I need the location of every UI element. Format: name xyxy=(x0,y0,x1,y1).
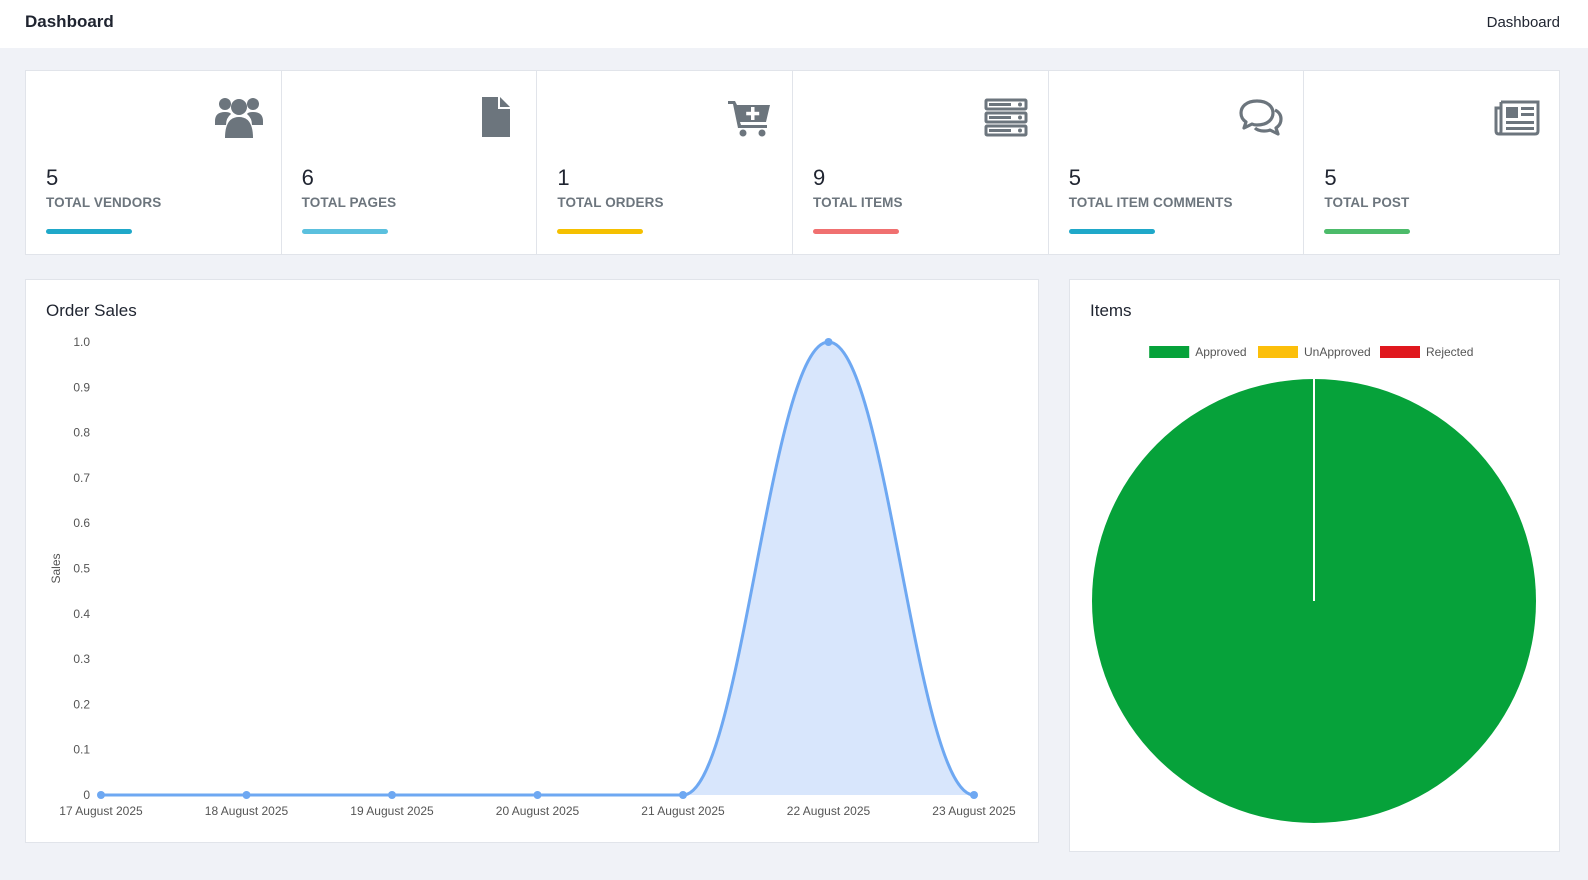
sales-data-point[interactable] xyxy=(824,338,833,346)
sales-data-point[interactable] xyxy=(97,791,105,799)
y-tick-label: 0.8 xyxy=(73,426,90,440)
stat-accent-bar xyxy=(1068,229,1155,234)
stat-label: TOTAL ORDERS xyxy=(557,195,664,210)
stat-label: TOTAL POST xyxy=(1324,195,1410,210)
stat-accent-bar xyxy=(1324,229,1411,234)
items-title: Items xyxy=(1090,301,1132,320)
sales-data-point[interactable] xyxy=(388,791,396,799)
sales-data-point[interactable] xyxy=(679,791,687,799)
y-tick-label: 0 xyxy=(83,788,90,802)
stat-card-comments[interactable]: 5 TOTAL ITEM COMMENTS xyxy=(1049,71,1305,254)
stat-value: 6 xyxy=(301,165,314,190)
stat-value: 5 xyxy=(1324,165,1337,190)
y-tick-label: 1.0 xyxy=(73,335,90,349)
stat-label: TOTAL ITEMS xyxy=(813,195,903,210)
x-tick-label: 18 August 2025 xyxy=(205,804,289,818)
stat-value: 5 xyxy=(46,165,59,190)
top-bar: Dashboard Dashboard xyxy=(0,0,1588,48)
users-icon xyxy=(214,95,263,141)
sales-data-point[interactable] xyxy=(242,791,251,799)
items-card: Items Approved UnApproved Rejected xyxy=(1069,279,1560,852)
x-tick-label: 22 August 2025 xyxy=(787,804,871,818)
y-tick-label: 0.3 xyxy=(73,652,90,666)
stat-card-posts[interactable]: 5 TOTAL POST xyxy=(1304,71,1559,254)
stat-label: TOTAL PAGES xyxy=(301,195,397,210)
y-tick-label: 0.9 xyxy=(73,380,90,394)
stat-label: TOTAL ITEM COMMENTS xyxy=(1068,195,1233,210)
legend-swatch[interactable] xyxy=(1149,346,1190,358)
page-title: Dashboard xyxy=(25,12,114,31)
order-sales-chart: 0 0.1 0.2 0.3 0.4 0.5 0.6 0.7 0.8 0.9 1.0 Sales 17 A… xyxy=(49,335,1016,818)
stat-label: TOTAL VENDORS xyxy=(46,195,162,210)
stat-value: 5 xyxy=(1068,165,1081,190)
file-icon xyxy=(470,95,518,141)
y-tick-label: 0.5 xyxy=(73,562,90,576)
x-tick-label: 20 August 2025 xyxy=(496,804,580,818)
legend-label[interactable]: Approved xyxy=(1195,345,1246,359)
legend-label[interactable]: UnApproved xyxy=(1304,345,1371,359)
newspaper-icon xyxy=(1493,95,1541,141)
y-tick-label: 0.7 xyxy=(73,471,90,485)
stat-accent-bar xyxy=(301,229,388,234)
y-tick-label: 0.2 xyxy=(73,697,90,711)
stat-accent-bar xyxy=(813,229,900,234)
stat-value: 9 xyxy=(813,165,826,190)
legend-swatch[interactable] xyxy=(1258,346,1298,358)
legend-label[interactable]: Rejected xyxy=(1426,345,1473,359)
stat-accent-bar xyxy=(557,229,644,234)
sales-area-fill xyxy=(101,342,974,795)
legend-swatch[interactable] xyxy=(1380,346,1420,358)
x-tick-label: 17 August 2025 xyxy=(59,804,143,818)
x-tick-label: 23 August 2025 xyxy=(932,804,1016,818)
y-tick-label: 0.6 xyxy=(73,516,90,530)
stat-card-pages[interactable]: 6 TOTAL PAGES xyxy=(282,71,538,254)
breadcrumb[interactable]: Dashboard xyxy=(1486,14,1560,31)
x-tick-label: 21 August 2025 xyxy=(641,804,725,818)
sales-series-line xyxy=(101,340,975,797)
stat-card-vendors[interactable]: 5 TOTAL VENDORS xyxy=(26,71,282,254)
items-pie-chart: Approved UnApproved Rejected xyxy=(1092,345,1536,823)
order-sales-card: Order Sales 0 0.1 0.2 0.3 0.4 0.5 0.6 0.7 0.8 0.9… xyxy=(25,279,1039,843)
order-sales-title: Order Sales xyxy=(46,301,137,320)
stats-row: 5 TOTAL VENDORS 6 TOTAL PAGES 1 TOTAL OR… xyxy=(25,70,1560,255)
server-icon xyxy=(982,95,1030,141)
y-tick-label: 0.1 xyxy=(73,743,90,757)
cart-plus-icon xyxy=(726,95,774,141)
x-tick-label: 19 August 2025 xyxy=(350,804,434,818)
stat-accent-bar xyxy=(46,229,132,234)
stat-card-orders[interactable]: 1 TOTAL ORDERS xyxy=(537,71,794,254)
y-axis-label: Sales xyxy=(49,553,63,583)
sales-data-point[interactable] xyxy=(533,791,542,799)
sales-data-point[interactable] xyxy=(970,791,978,799)
stat-card-items[interactable]: 9 TOTAL ITEMS xyxy=(793,71,1049,254)
comments-icon xyxy=(1237,95,1285,141)
stat-value: 1 xyxy=(557,165,570,190)
y-tick-label: 0.4 xyxy=(73,607,90,621)
